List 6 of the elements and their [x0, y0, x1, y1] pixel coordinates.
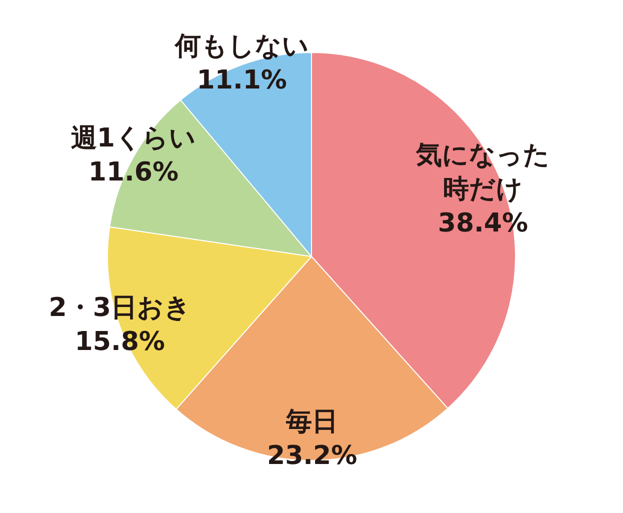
slice-label: 何もしない	[174, 32, 309, 62]
data-label: 11.6%	[88, 158, 179, 188]
data-label: 11.1%	[196, 66, 287, 96]
slice-label: 2・3日おき	[48, 293, 191, 324]
slice-label: 毎日	[285, 406, 338, 437]
slice-label: 週1くらい	[70, 124, 196, 154]
